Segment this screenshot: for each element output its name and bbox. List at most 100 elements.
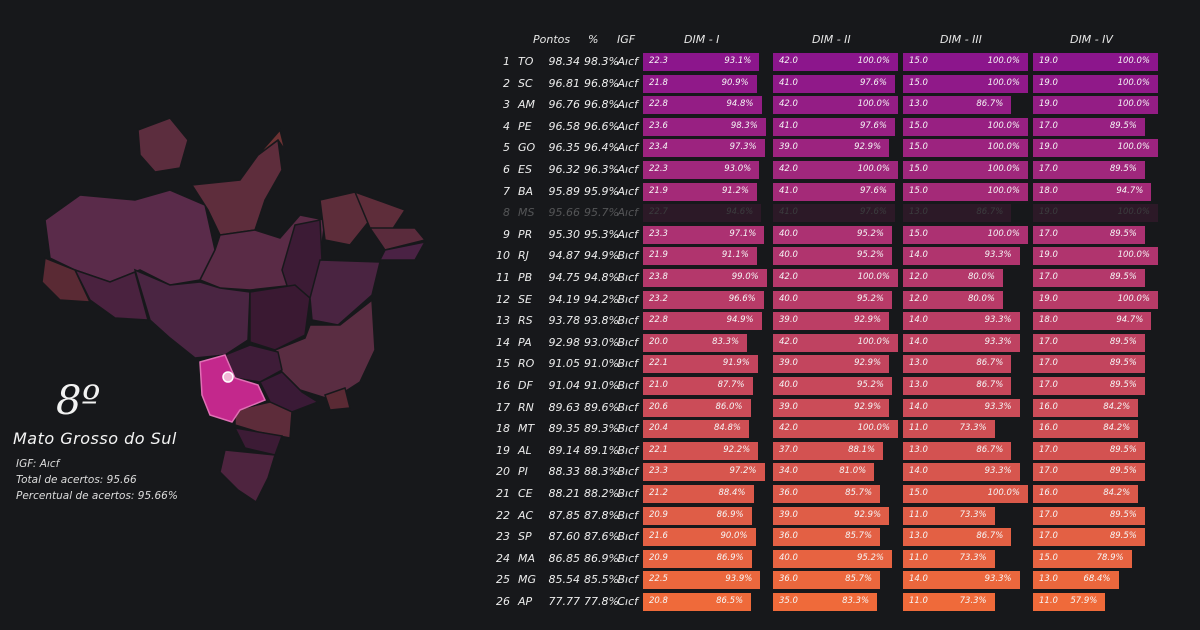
dim-value-label: 23.3 [649, 466, 668, 477]
uf-cell: MS [518, 206, 535, 220]
dim-1-bar: 21.9 91.1% [643, 247, 757, 266]
dim-percent-label: 88.1% [848, 444, 876, 455]
dim-value-label: 42.0 [779, 336, 798, 347]
dim-3-bar: 15.0 100.0% [903, 182, 1028, 201]
dim-percent-label: 100.0% [857, 336, 890, 347]
dim-value-label: 12.0 [909, 293, 928, 304]
rank-cell: 13 [496, 314, 510, 328]
dim-percent-label: 86.7% [976, 358, 1004, 369]
dim-percent-label: 100.0% [1117, 250, 1150, 261]
dim-3-bar: 13.0 86.7% [903, 377, 1012, 395]
dim-2-bar: 39.0 92.9% [773, 398, 890, 417]
dim-value-label: 42.0 [779, 272, 798, 282]
rank-cell: 15 [496, 357, 510, 371]
dim-value-label: 16.0 [1039, 401, 1058, 412]
dim-percent-label: 95.2% [856, 380, 884, 390]
dim-value-label: 15.0 [909, 142, 928, 153]
pontos-cell: 91.04 [548, 379, 581, 392]
dim-value-label: 14.0 [909, 315, 928, 326]
dim-value-label: 17.0 [1039, 358, 1058, 369]
brazil-map [41, 117, 427, 504]
dim-percent-label: 100.0% [987, 142, 1020, 153]
percent-cell: 94.9% [584, 249, 619, 263]
dim-value-label: 19.0 [1039, 250, 1058, 261]
dim-2-bar: 40.0 95.2% [773, 290, 892, 309]
dim-value-label: 23.8 [649, 272, 668, 282]
uf-cell: AP [518, 595, 533, 608]
dim-3-bar: 14.0 93.3% [903, 571, 1020, 590]
dim-4-bar: 17.0 89.5% [1033, 117, 1145, 136]
table-row: 17 RN 89.63 89.6% Bıcf 20.6 86.0% 39.0 92.9% 14.0… [0, 398, 1200, 419]
igf-cell: Bıcf [617, 573, 638, 587]
selected-state-marker [222, 371, 234, 383]
dim-percent-label: 84.8% [713, 423, 741, 434]
dim-value-label: 14.0 [909, 574, 928, 585]
dim-percent-label: 86.0% [715, 401, 743, 412]
dim-percent-label: 91.2% [721, 185, 749, 196]
dim-percent-label: 93.3% [984, 574, 1012, 585]
dim-value-label: 22.8 [649, 99, 668, 110]
pontos-cell: 94.75 [548, 271, 581, 284]
dim-percent-label: 93.3% [984, 466, 1012, 477]
header-dim-3: DIM - III [940, 33, 982, 46]
dim-percent-label: 91.9% [722, 358, 750, 369]
uf-cell: PI [518, 465, 528, 479]
dim-value-label: 41.0 [779, 185, 798, 196]
igf-cell: Bıcf [617, 443, 638, 457]
pontos-cell: 92.98 [548, 335, 581, 349]
igf-cell: Bıcf [617, 335, 638, 349]
dim-3-bar: 14.0 93.3% [903, 398, 1020, 417]
table-row: 23 SP 87.60 87.6% Bıcf 21.6 90.0% 36.0 85.7% 13.0… [0, 527, 1200, 548]
dim-percent-label: 84.2% [1103, 423, 1131, 434]
dim-1-bar: 22.3 93.0% [643, 161, 760, 179]
dim-2-bar: 41.0 97.6% [773, 117, 895, 136]
dim-percent-label: 73.3% [959, 596, 987, 606]
percent-cell: 96.4% [584, 141, 619, 155]
dim-value-label: 13.0 [909, 99, 928, 110]
dim-percent-label: 100.0% [857, 164, 890, 174]
dim-value-label: 15.0 [1039, 552, 1058, 563]
pontos-cell: 89.63 [548, 400, 581, 414]
dim-percent-label: 88.4% [718, 488, 746, 498]
dim-value-label: 11.0 [909, 596, 928, 606]
dim-3-bar: 13.0 86.7% [903, 528, 1012, 547]
dim-4-bar: 18.0 94.7% [1033, 182, 1152, 201]
dim-percent-label: 86.7% [976, 444, 1004, 455]
pontos-cell: 96.76 [548, 98, 581, 112]
uf-cell: RS [518, 314, 533, 328]
percent-cell: 96.8% [584, 98, 619, 112]
dim-percent-label: 93.3% [984, 315, 1012, 326]
state-shape [199, 354, 267, 423]
dim-2-bar: 39.0 92.9% [773, 355, 890, 374]
dim-value-label: 20.9 [649, 509, 668, 520]
percent-cell: 89.3% [584, 422, 619, 436]
dim-percent-label: 94.7% [1116, 185, 1144, 196]
dim-value-label: 13.0 [909, 531, 928, 542]
selected-state-name: Mato Grosso do Sul [13, 429, 177, 448]
rank-cell: 25 [496, 573, 510, 587]
percent-cell: 87.6% [584, 530, 619, 544]
dim-percent-label: 100.0% [987, 56, 1020, 66]
dim-4-bar: 17.0 89.5% [1033, 161, 1145, 179]
dim-percent-label: 93.1% [724, 56, 752, 66]
dim-percent-label: 93.3% [984, 250, 1012, 261]
dim-percent-label: 93.3% [984, 401, 1012, 412]
selected-rank: 8º [56, 378, 101, 424]
table-row: 16 DF 91.04 91.0% Bıcf 21.0 87.7% 40.0 95.2% 13.0… [0, 376, 1200, 397]
header-dim-4: DIM - IV [1070, 33, 1113, 46]
dim-2-bar: 40.0 95.2% [773, 225, 892, 244]
dim-value-label: 17.0 [1039, 228, 1058, 239]
state-shape [249, 284, 311, 351]
dim-value-label: 15.0 [909, 56, 928, 66]
dim-percent-label: 80.0% [967, 293, 995, 304]
dim-percent-label: 92.9% [854, 509, 882, 520]
dim-percent-label: 100.0% [1117, 99, 1150, 110]
table-row: 12 SE 94.19 94.2% Bıcf 23.2 96.6% 40.0 95.2% 12.0… [0, 290, 1200, 311]
dim-2-bar: 42.0 100.0% [773, 96, 898, 115]
state-shape [73, 268, 149, 321]
dim-value-label: 21.2 [649, 488, 668, 498]
dim-2-bar: 36.0 85.7% [773, 528, 881, 547]
dim-percent-label: 92.9% [854, 358, 882, 369]
dim-value-label: 36.0 [779, 574, 798, 585]
dim-4-bar: 19.0 100.0% [1033, 247, 1158, 266]
